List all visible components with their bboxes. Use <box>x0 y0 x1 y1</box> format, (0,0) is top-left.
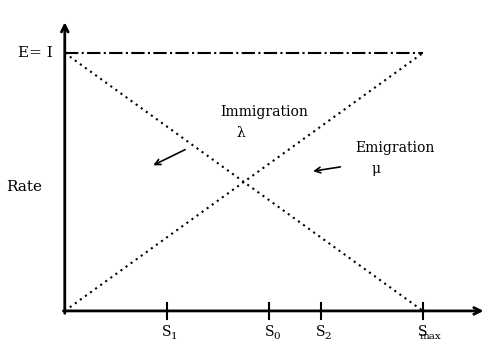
Text: 2: 2 <box>324 332 332 340</box>
Text: E= I: E= I <box>18 46 52 60</box>
Text: S: S <box>316 325 326 339</box>
Text: 0: 0 <box>274 332 280 340</box>
Text: Rate: Rate <box>6 180 42 194</box>
Text: 1: 1 <box>171 332 178 340</box>
Text: S: S <box>418 325 428 339</box>
Text: S: S <box>264 325 274 339</box>
Text: μ: μ <box>372 162 380 176</box>
Text: λ: λ <box>236 126 246 140</box>
Text: max: max <box>420 332 441 340</box>
Text: S: S <box>162 325 172 339</box>
Text: Emigration: Emigration <box>356 141 434 155</box>
Text: Immigration: Immigration <box>220 105 308 119</box>
